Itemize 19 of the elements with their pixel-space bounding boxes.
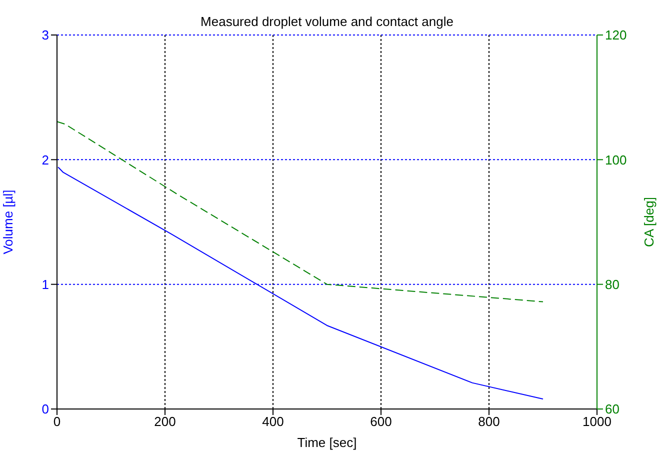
y-tick-label: 2 — [42, 152, 49, 168]
y-tick-label: 3 — [42, 28, 49, 43]
x-tick-label: 800 — [478, 414, 500, 430]
x-tick-label: 0 — [53, 414, 61, 430]
y2-tick-label: 60 — [605, 402, 620, 417]
x-tick-label: 600 — [370, 414, 392, 430]
x-tick-label: 400 — [262, 414, 284, 430]
y2-tick-label: 80 — [605, 276, 620, 292]
y2-tick-label: 120 — [605, 28, 627, 43]
y-tick-label: 1 — [42, 276, 49, 292]
x-tick-label: 1000 — [582, 414, 612, 430]
x-tick-label: 200 — [154, 414, 176, 430]
y2-axis-title: CA [deg] — [642, 197, 657, 247]
y2-tick-label: 100 — [605, 152, 627, 168]
x-axis-title: Time [sec] — [297, 435, 357, 450]
y-axis-title: Volume [µl] — [0, 190, 16, 254]
y-tick-label: 0 — [42, 402, 49, 417]
line-series — [57, 121, 544, 302]
chart-title: Measured droplet volume and contact angle — [200, 14, 454, 29]
